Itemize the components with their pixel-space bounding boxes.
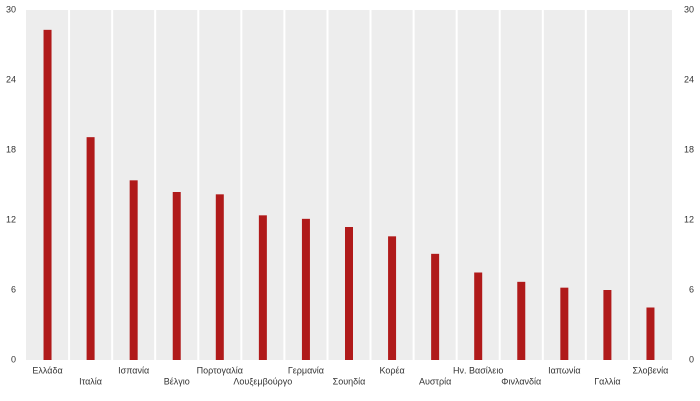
y-tick-label: 30: [6, 4, 16, 14]
x-tick-label: Κορέα: [379, 365, 404, 375]
x-tick-label: Γαλλία: [594, 376, 620, 386]
y-tick-label: 18: [6, 144, 16, 154]
x-tick-label: Σλοβενία: [633, 365, 669, 375]
bar: [129, 180, 138, 360]
x-tick-label: Βέλγιο: [164, 376, 190, 386]
y2-tick-label: 30: [684, 4, 694, 14]
bar: [388, 236, 397, 360]
x-tick-label: Φινλανδία: [501, 376, 541, 386]
y-tick-label: 24: [6, 74, 16, 84]
bar: [646, 307, 655, 360]
x-tick-label: Γερμανία: [288, 365, 324, 375]
bar: [345, 227, 353, 360]
bar: [603, 290, 612, 360]
bar: [215, 194, 224, 360]
y-tick-label: 6: [11, 284, 16, 294]
bar: [560, 287, 569, 360]
bar: [431, 253, 440, 360]
x-tick-label: Ην. Βασίλειο: [453, 365, 503, 375]
bar: [258, 215, 267, 360]
x-tick-label: Ιταλία: [79, 376, 102, 386]
bar: [301, 218, 310, 360]
y2-tick-label: 0: [689, 354, 694, 364]
y-tick-label: 0: [11, 354, 16, 364]
x-tick-label: Αυστρία: [419, 376, 451, 386]
x-tick-label: Ελλάδα: [32, 365, 62, 375]
y2-tick-label: 12: [684, 214, 694, 224]
y2-tick-label: 6: [689, 284, 694, 294]
x-tick-label: Πορτογαλία: [197, 365, 243, 375]
y-tick-label: 12: [6, 214, 16, 224]
bar: [43, 29, 52, 360]
x-tick-label: Λουξεμβούργο: [233, 376, 292, 386]
y2-tick-label: 24: [684, 74, 694, 84]
bar: [86, 137, 95, 360]
y2-tick-label: 18: [684, 144, 694, 154]
x-tick-label: Σουηδία: [333, 376, 366, 386]
bar: [172, 192, 181, 360]
bar: [474, 272, 483, 360]
x-tick-label: Ισπανία: [118, 365, 149, 375]
bar: [517, 281, 526, 360]
x-tick-label: Ιαπωνία: [548, 365, 581, 375]
